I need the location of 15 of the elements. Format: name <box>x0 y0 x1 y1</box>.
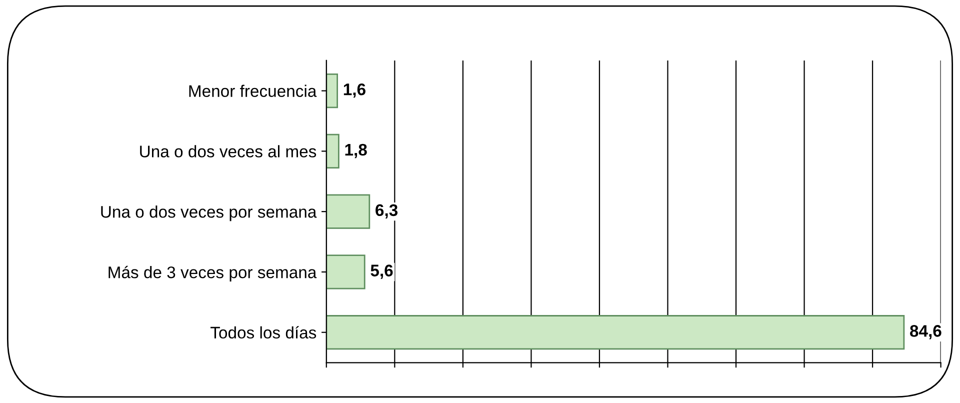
data-label: 1,6 <box>344 83 366 98</box>
data-label: 1,8 <box>345 144 367 158</box>
data-label: 84,6 <box>910 325 942 340</box>
bar <box>326 254 366 290</box>
bar <box>326 194 370 229</box>
y-tick-label: Una o dos veces al mes <box>140 145 316 158</box>
y-tick-label: Una o dos veces por semana <box>101 206 317 222</box>
data-label: 6,3 <box>376 204 398 218</box>
y-tick-label: Todos los días <box>210 326 316 339</box>
y-tick-label: Menor frecuencia <box>189 84 317 97</box>
y-tick-label: Más de 3 veces por semana <box>108 266 317 282</box>
data-label: 5,6 <box>370 264 393 279</box>
bar <box>326 73 338 108</box>
bar <box>326 315 905 350</box>
bar <box>326 134 340 168</box>
